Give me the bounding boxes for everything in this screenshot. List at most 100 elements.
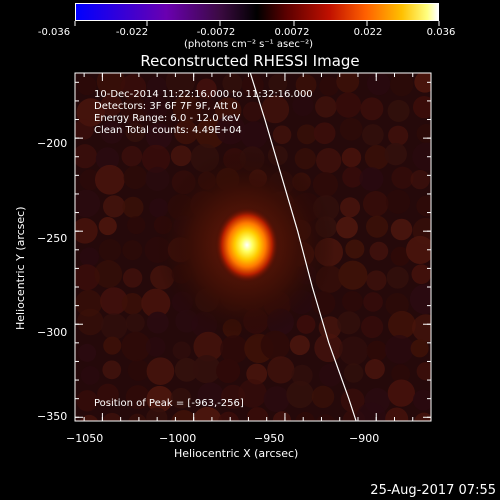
heatmap-cell <box>319 363 342 387</box>
heatmap-cell <box>174 357 199 382</box>
heatmap-cell <box>406 235 431 265</box>
heatmap-cell <box>416 195 431 217</box>
heatmap-cell <box>141 144 171 173</box>
solar-limb-line <box>249 73 357 421</box>
heatmap-cell <box>242 101 263 122</box>
colorbar-ticks <box>74 21 440 26</box>
heatmap-cell <box>170 387 192 409</box>
heatmap-cell <box>385 407 409 421</box>
heatmap-cell <box>146 311 169 334</box>
heatmap-cell <box>363 292 383 312</box>
heatmap-cell <box>390 73 414 97</box>
heatmap-cell <box>272 125 292 145</box>
heatmap-cell <box>192 355 221 384</box>
heatmap-cell <box>391 364 411 384</box>
heatmap-cell <box>318 316 342 339</box>
info-clean-counts: Clean Total counts: 4.49E+04 <box>94 125 242 136</box>
heatmap-cell <box>127 359 150 381</box>
heatmap-cell <box>121 331 151 362</box>
heatmap-cell <box>416 124 431 144</box>
heatmap-cell <box>77 308 104 336</box>
heatmap-cell <box>174 120 199 145</box>
heatmap-cell <box>366 215 389 238</box>
info-energy-range: Energy Range: 6.0 - 12.0 keV <box>94 113 241 124</box>
heatmap-cell <box>314 333 343 363</box>
heatmap-cell <box>127 215 146 235</box>
heatmap-cell <box>121 292 144 315</box>
heatmap-cell <box>385 293 409 317</box>
heatmap-cell <box>313 122 336 145</box>
heatmap-cell <box>218 411 240 421</box>
heatmap-cell <box>291 364 313 386</box>
heatmap-cell <box>246 407 269 421</box>
heatmap-cell <box>102 360 122 380</box>
heatmap-cell <box>336 73 360 93</box>
heatmap-cell <box>412 95 431 119</box>
chart-title: Reconstructed RHESSI Image <box>140 52 360 70</box>
x-axis-label: Heliocentric X (arcsec) <box>174 447 299 460</box>
heatmap-cell <box>220 335 249 364</box>
heatmap-cell <box>387 99 410 122</box>
heatmap-cell <box>342 166 364 188</box>
heatmap-cell <box>79 169 101 191</box>
heatmap-cell <box>296 315 316 334</box>
heatmap-cell <box>369 241 389 261</box>
heatmap-cell <box>410 339 429 358</box>
heatmap-cell <box>362 190 389 217</box>
heatmap-cell <box>97 383 119 406</box>
colorbar-tick-label: 0.022 <box>353 27 383 38</box>
heatmap-cell <box>98 216 117 236</box>
heatmap-cell <box>272 411 292 421</box>
heatmap-cell <box>100 313 128 340</box>
heatmap-cell <box>337 311 361 335</box>
heatmap-cell <box>102 412 122 421</box>
heatmap-cell <box>390 218 413 241</box>
heatmap-cell <box>215 114 246 145</box>
heatmap-cell <box>387 379 415 407</box>
heatmap-cell <box>122 268 143 288</box>
heatmap-cell <box>319 76 339 97</box>
heatmap-cell <box>390 246 410 266</box>
colorbar-tick-label: -0.022 <box>115 27 149 38</box>
heatmap-cell <box>412 389 431 411</box>
heatmap-cell <box>77 75 97 96</box>
heatmap-cell <box>387 310 416 339</box>
heatmap-cell <box>121 145 143 167</box>
heatmap-cell <box>146 357 175 386</box>
heatmap-cell <box>359 167 384 192</box>
heatmap-cell <box>341 147 362 168</box>
heatmap-cell <box>361 315 384 339</box>
heatmap-cell <box>409 284 431 315</box>
heatmap-cell <box>141 288 171 318</box>
heatmap-cell <box>80 365 100 385</box>
heatmap-cell <box>122 240 143 261</box>
heatmap-cell <box>120 74 147 101</box>
plot-frame <box>74 72 432 422</box>
heatmap-cell <box>416 362 431 381</box>
y-tick-label: −200 <box>37 137 68 150</box>
heatmap-cell <box>335 92 362 118</box>
heatmap-cell <box>120 97 148 124</box>
heatmap-cell <box>294 148 316 170</box>
heatmap-cell <box>102 195 126 218</box>
x-tick-label: −950 <box>254 432 285 445</box>
heatmap-cell <box>100 287 128 315</box>
heatmap-cell <box>75 119 94 140</box>
heatmap-cell <box>171 410 197 421</box>
heatmap-cell <box>98 239 122 262</box>
x-tick-label: −1000 <box>159 432 197 445</box>
axis-ticks <box>75 73 431 421</box>
heatmap-cell <box>75 217 98 244</box>
x-tick-label: −1050 <box>66 432 104 445</box>
heatmap-cell <box>345 239 365 259</box>
heatmap-cell <box>384 335 414 364</box>
colorbar-tick-label: 0.036 <box>426 27 456 38</box>
heatmap-cell <box>75 144 98 169</box>
heatmap-cell <box>125 122 145 143</box>
x-tick-label: −900 <box>349 432 380 445</box>
heatmap-cell <box>77 343 97 362</box>
heatmap-cell <box>240 121 268 149</box>
heatmap-cell <box>94 260 123 288</box>
heatmap-cell <box>311 385 335 409</box>
heatmap-cell <box>95 147 120 171</box>
